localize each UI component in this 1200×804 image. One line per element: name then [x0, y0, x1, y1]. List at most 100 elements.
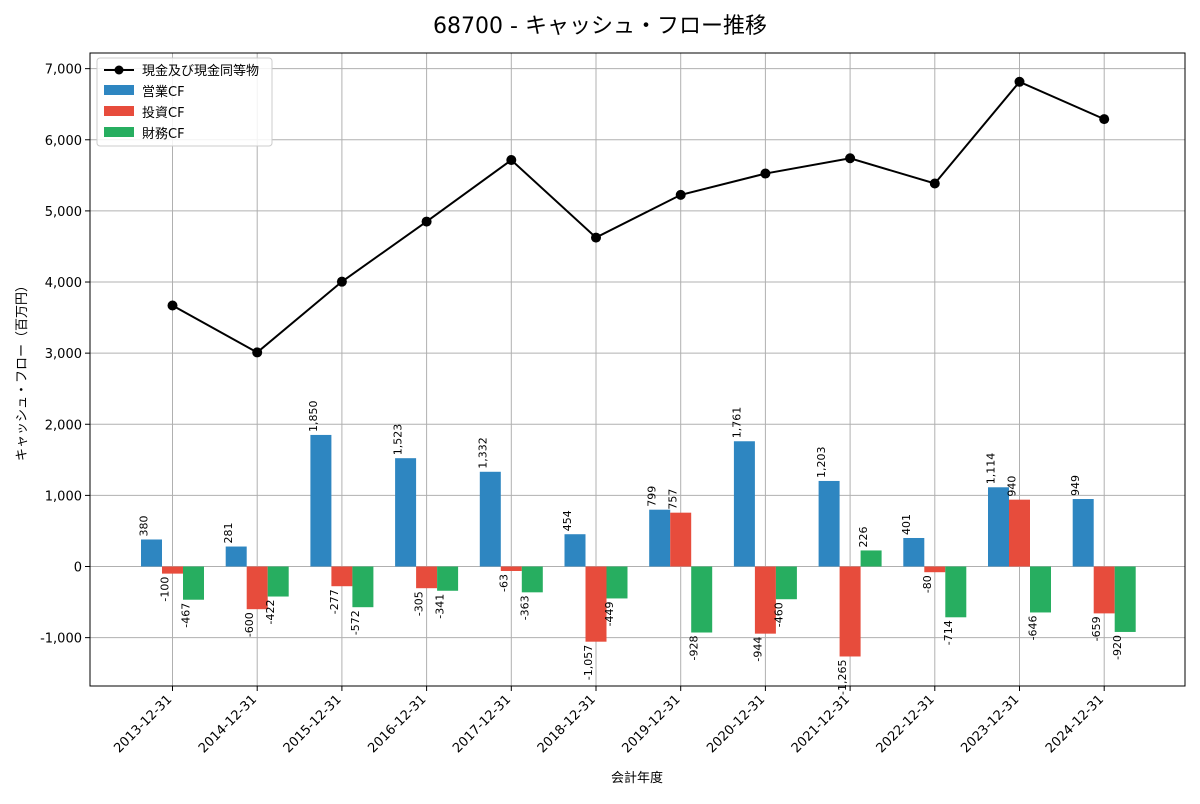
bar	[141, 539, 162, 567]
x-tick-label: 2024-12-31	[1043, 692, 1107, 756]
bar	[924, 566, 946, 573]
bar	[437, 566, 459, 591]
bar	[945, 566, 967, 618]
x-tick-label: 2022-12-31	[874, 692, 938, 756]
cash-line-point	[675, 189, 686, 200]
y-tick-label: 5,000	[45, 205, 82, 220]
bar-value-label: 454	[561, 510, 574, 531]
bar	[1030, 566, 1051, 613]
cash-line-point	[421, 216, 432, 227]
bar	[267, 566, 289, 597]
bar-value-label: 1,332	[476, 437, 489, 469]
x-tick-label: 2023-12-31	[958, 692, 1022, 756]
grid-lines	[90, 53, 1185, 686]
cash-line-point	[506, 155, 517, 166]
bar-value-label: -422	[264, 600, 277, 625]
y-tick-label: 2,000	[45, 418, 82, 433]
x-tick-label: 2019-12-31	[619, 692, 683, 756]
bar-value-label: -100	[159, 577, 172, 602]
x-tick-label: 2016-12-31	[365, 692, 429, 756]
bar	[521, 566, 543, 593]
bar	[606, 566, 628, 599]
bar-value-label: 380	[138, 515, 151, 536]
cash-line-point	[1099, 114, 1110, 125]
cash-line-point	[1014, 76, 1025, 87]
y-tick-label: -1,000	[40, 632, 82, 647]
bar	[860, 550, 882, 567]
cash-line-point	[336, 276, 347, 287]
bar-value-label: 1,203	[815, 446, 828, 478]
y-tick-label: 0	[74, 561, 82, 576]
bar	[246, 566, 268, 610]
x-tick-label: 2020-12-31	[704, 692, 768, 756]
bar-value-label: -277	[328, 589, 341, 614]
x-tick-label: 2013-12-31	[111, 692, 175, 756]
bar-value-label: -1,265	[836, 659, 849, 694]
bar	[754, 566, 776, 634]
bar	[1114, 566, 1136, 632]
bar-value-label: -341	[434, 594, 447, 619]
bar	[839, 566, 861, 657]
cash-line-point	[845, 153, 856, 164]
bar-value-label: 799	[646, 486, 659, 507]
cash-line-point	[929, 178, 940, 189]
bar	[585, 566, 607, 642]
chart-title: 68700 - キャッシュ・フロー推移	[433, 14, 767, 39]
cash-line-point	[760, 168, 771, 179]
bar-value-label: -600	[243, 612, 256, 637]
bar-value-label: -1,057	[582, 645, 595, 680]
bar-value-label: -63	[497, 574, 510, 592]
bar	[479, 471, 501, 567]
y-tick-label: 3,000	[45, 347, 82, 362]
bar	[395, 458, 417, 567]
legend-label-financing: 財務CF	[142, 127, 185, 142]
bar-value-label: -659	[1090, 616, 1103, 641]
y-tick-label: 6,000	[45, 134, 82, 149]
bar	[733, 441, 755, 567]
y-axis: -1,000 0 1,000 2,000 3,000 4,000 5,000 6,000 7,0…	[40, 63, 90, 647]
bar	[564, 534, 586, 567]
x-tick-label: 2015-12-31	[281, 692, 345, 756]
plot-frame	[89, 52, 1186, 687]
bar	[352, 566, 374, 608]
bar-value-label: 281	[222, 523, 235, 544]
bar-value-labels: 380 281 1,850 1,523 1,332 454 799 1,761 1,203 401…	[138, 400, 1125, 695]
bar-value-label: 226	[857, 526, 870, 547]
bar	[310, 434, 332, 567]
bar-value-label: -920	[1111, 635, 1124, 660]
cash-line	[167, 76, 1110, 358]
legend-swatch-financing	[104, 127, 134, 137]
cash-line-point	[591, 232, 601, 243]
bar	[1009, 499, 1030, 567]
legend-box	[96, 57, 273, 147]
bar-value-label: -449	[603, 601, 616, 626]
bar	[775, 566, 797, 600]
bar	[331, 566, 353, 587]
bar	[818, 480, 840, 567]
bar	[162, 566, 183, 574]
bar	[183, 566, 204, 600]
bar-value-label: 1,114	[985, 453, 998, 485]
bar-value-label: 757	[667, 489, 680, 510]
x-axis: 2013-12-31 2014-12-31 2015-12-31 2016-12-31…	[111, 686, 1107, 756]
bar-value-label: -80	[921, 575, 934, 593]
bar	[416, 566, 438, 589]
bar-value-label: -305	[413, 591, 426, 616]
x-tick-label: 2017-12-31	[450, 692, 514, 756]
bar	[225, 546, 247, 567]
bars	[141, 434, 1136, 657]
y-tick-label: 7,000	[45, 63, 82, 78]
bar	[1093, 566, 1115, 614]
bar-value-label: 949	[1069, 475, 1082, 496]
bar	[670, 512, 692, 567]
legend-line-marker	[114, 65, 124, 75]
bar	[1072, 499, 1094, 567]
bar-value-label: -467	[180, 603, 193, 628]
bar	[649, 509, 671, 567]
legend-label-investing: 投資CF	[142, 105, 185, 121]
bar-value-label: -460	[772, 602, 785, 627]
legend-label-operating: 営業CF	[142, 84, 185, 100]
legend-label-cash: 現金及び現金同等物	[142, 63, 259, 79]
bar-value-label: -928	[688, 636, 701, 661]
